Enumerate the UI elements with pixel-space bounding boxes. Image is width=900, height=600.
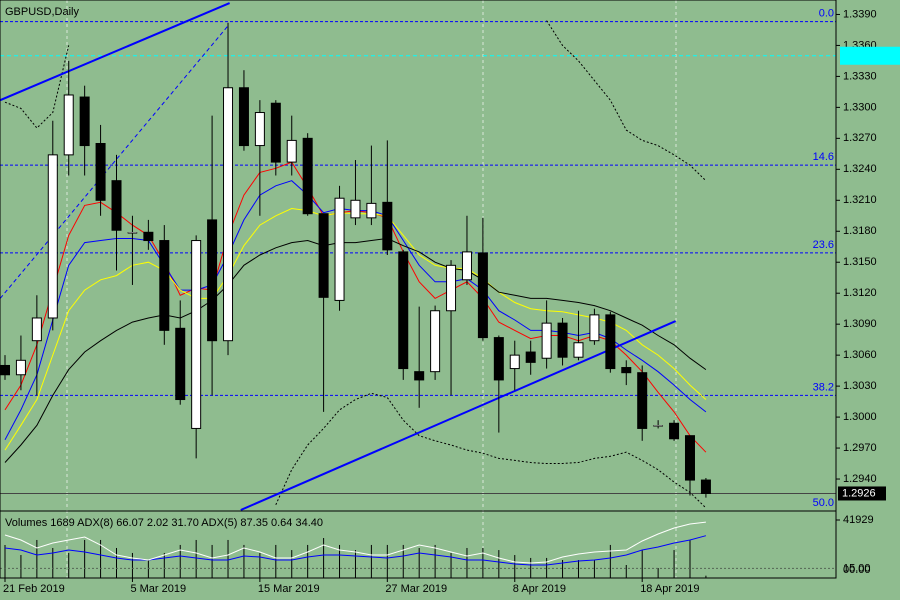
main-plot (0, 2, 836, 511)
last-price-tag (838, 486, 886, 501)
overlay-line (4, 237, 707, 463)
adx-line (4, 521, 706, 564)
x-tick-label: 5 Mar 2019 (130, 583, 186, 595)
candle-body (669, 422, 680, 440)
candle-body (637, 372, 648, 429)
trendline (0, 25, 229, 299)
candle-body (477, 252, 488, 339)
candle-body (366, 202, 377, 219)
y-tick-label: 1.3300 (843, 101, 877, 113)
candle-body (700, 479, 711, 494)
x-tick-label: 27 Mar 2019 (385, 583, 447, 595)
fib-label: 23.6 (813, 239, 834, 251)
candle-body (143, 231, 154, 242)
candle-body (653, 425, 663, 427)
indicator-plot (0, 521, 836, 578)
candle-body (446, 264, 457, 312)
candle-body (541, 322, 552, 359)
candle-body (382, 201, 393, 251)
y-tick-label: 1.3000 (843, 411, 877, 423)
overlay-line (275, 392, 707, 509)
candle-body (509, 354, 520, 370)
candle-body (430, 310, 441, 373)
candle-body (684, 435, 695, 481)
trendline (0, 2, 231, 102)
indicator-label: Volumes 1689 ADX(8) 66.07 2.02 31.70 ADX… (5, 517, 323, 529)
fib-label: 0.0 (819, 8, 834, 20)
adx-tick-label: 00.00 (843, 564, 871, 576)
trendline (240, 320, 677, 511)
candle-body (334, 197, 345, 301)
horizontal-line-tag (840, 46, 900, 65)
candle-body (286, 139, 297, 163)
fib-label: 50.0 (813, 497, 834, 509)
candle-body (63, 94, 74, 156)
overlay-line (4, 207, 707, 451)
frame (0, 0, 837, 579)
candle-body (15, 359, 26, 376)
candle-body (207, 219, 218, 342)
y-tick-label: 1.3030 (843, 380, 877, 392)
candle-body (461, 251, 472, 281)
candle-body (318, 213, 329, 298)
x-tick-label: 21 Feb 2019 (3, 583, 65, 595)
x-tick-label: 15 Mar 2019 (258, 583, 320, 595)
candle-body (47, 154, 58, 319)
y-tick-label: 1.3240 (843, 163, 877, 175)
separators (66, 0, 677, 578)
candle-body (589, 314, 600, 342)
candle-body (270, 102, 281, 163)
candle-body (238, 87, 249, 147)
candle-body (95, 143, 106, 201)
y-tick-label: 1.3120 (843, 287, 877, 299)
candle-body (621, 367, 632, 374)
y-tick-label: 1.3270 (843, 132, 877, 144)
y-tick-label: 1.3180 (843, 225, 877, 237)
last-price-label: 1.2926 (842, 487, 876, 499)
candle-body (493, 337, 504, 381)
y-tick-label: 1.3150 (843, 256, 877, 268)
candle-body (573, 342, 584, 358)
candle-body (302, 137, 313, 215)
candle-body (414, 371, 425, 381)
candle-body (350, 199, 361, 219)
y-tick-label: 1.3090 (843, 318, 877, 330)
x-tick-label: 8 Apr 2019 (513, 583, 566, 595)
y-tick-label: 1.3060 (843, 349, 877, 361)
overlay-line (4, 20, 707, 182)
y-tick-label: 1.2970 (843, 442, 877, 454)
candle-body (398, 251, 409, 370)
candle-body (159, 240, 170, 331)
candle-body (557, 322, 568, 358)
fib-label: 14.6 (813, 151, 834, 163)
y-tick-label: 1.3210 (843, 194, 877, 206)
fib-label: 38.2 (813, 381, 834, 393)
candle-body (254, 112, 265, 147)
x-tick-label: 18 Apr 2019 (640, 583, 699, 595)
volume-tick-label: 41929 (843, 514, 874, 526)
candle-body (175, 327, 186, 401)
candle-body (525, 351, 536, 363)
candle-body (79, 96, 90, 147)
candle-body (127, 232, 138, 234)
adx-tick-label: 15.00 (843, 562, 871, 574)
candle-body (605, 314, 616, 370)
candle-body (223, 87, 234, 342)
y-tick-label: 1.3390 (843, 8, 877, 20)
candle-body (191, 240, 202, 429)
chart-title: GBPUSD,Daily (5, 6, 79, 18)
candle-body (31, 317, 42, 342)
axes: 1.33901.33601.33301.33001.32701.32401.32… (3, 8, 900, 595)
candle-body (111, 180, 122, 231)
candle-body (0, 364, 10, 376)
y-tick-label: 1.3330 (843, 70, 877, 82)
adx-line (4, 535, 707, 566)
y-tick-label: 1.2940 (843, 473, 877, 485)
